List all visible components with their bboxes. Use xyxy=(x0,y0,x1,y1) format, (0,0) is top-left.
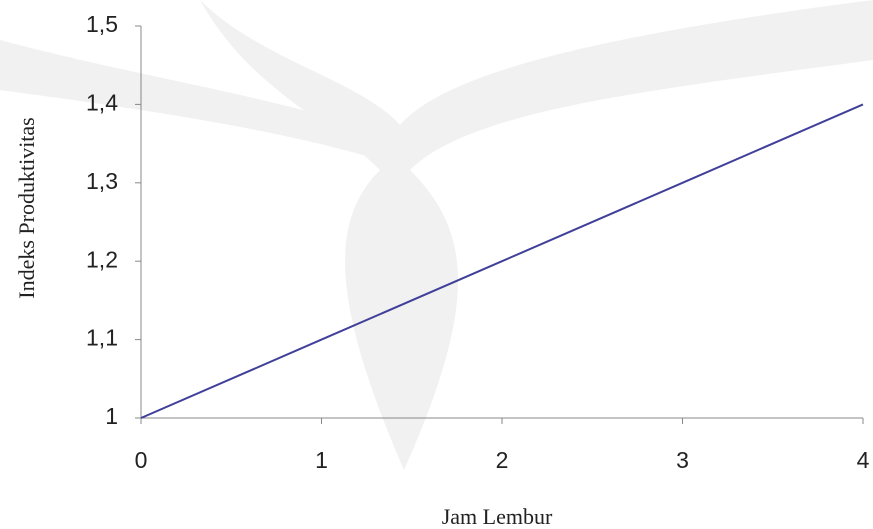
y-tick-label: 1,1 xyxy=(86,325,118,351)
x-tick-label: 0 xyxy=(135,447,148,473)
chart: Jam Lembur Indeks Produktivitas 1 1,1 1,2 1… xyxy=(0,0,873,529)
y-tick-label: 1,5 xyxy=(86,11,118,37)
y-tick-label: 1,4 xyxy=(86,89,118,115)
y-tick-label: 1,3 xyxy=(86,168,118,194)
y-tick-label: 1 xyxy=(105,403,118,429)
x-tick-label: 3 xyxy=(676,447,689,473)
x-axis-label: Jam Lembur xyxy=(442,504,553,529)
line xyxy=(141,104,863,418)
watermark xyxy=(0,0,873,470)
x-tick-label: 1 xyxy=(315,447,328,473)
x-tick-label: 2 xyxy=(496,447,509,473)
y-tick-label: 1,2 xyxy=(86,246,118,272)
x-tick-label: 4 xyxy=(857,447,870,473)
y-axis-label: Indeks Produktivitas xyxy=(14,117,39,299)
